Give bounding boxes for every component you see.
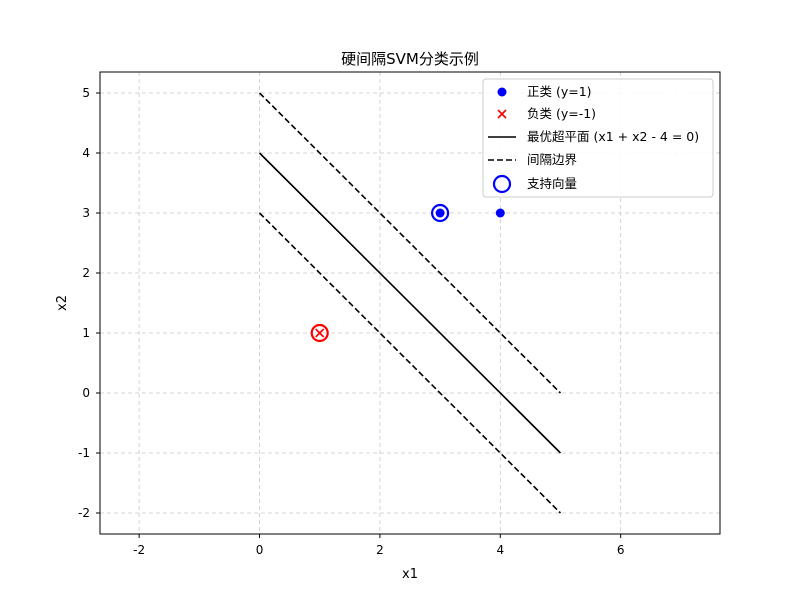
legend-positive-marker [497, 87, 507, 97]
legend: 正类 (y=1) 负类 (y=-1) 最优超平面 (x1 + x2 - 4 = … [482, 78, 714, 198]
support-vector-ring [310, 323, 329, 343]
axis-ticks: -2 0 2 4 6 -2 -1 0 1 2 3 4 5 [78, 86, 624, 557]
chart-title: 硬间隔SVM分类示例 [341, 50, 479, 68]
x-tick-label: 2 [376, 543, 384, 557]
x-tick-label: 4 [496, 543, 504, 557]
margin-line-lower [258, 212, 562, 514]
legend-support-vector-marker [492, 174, 512, 194]
margin-line-upper [258, 92, 562, 394]
support-vector-ring [430, 203, 450, 223]
negative-point [315, 328, 325, 338]
y-tick-label: 3 [82, 206, 90, 220]
x-tick-label: -2 [133, 543, 145, 557]
grid [100, 72, 720, 534]
plot-marks [258, 92, 562, 514]
positive-point [435, 208, 445, 218]
y-tick-label: 1 [82, 326, 90, 340]
x-tick-label: 6 [617, 543, 625, 557]
y-axis-label: x2 [55, 295, 70, 311]
positive-point [495, 208, 505, 218]
legend-margin-label: 间隔边界 [527, 152, 578, 167]
y-tick-label: -2 [78, 506, 90, 520]
y-tick-label: 4 [82, 146, 90, 160]
legend-negative-label: 负类 (y=-1) [527, 106, 596, 121]
legend-frame [482, 78, 714, 198]
legend-hyperplane-label: 最优超平面 (x1 + x2 - 4 = 0) [527, 129, 699, 144]
legend-positive-label: 正类 (y=1) [527, 84, 592, 99]
y-tick-label: 2 [82, 266, 90, 280]
hyperplane-line [258, 152, 562, 454]
x-axis-label: x1 [402, 567, 418, 582]
legend-negative-marker [497, 109, 507, 119]
plot-frame [99, 71, 721, 535]
negative-point-stroke [315, 328, 325, 338]
y-tick-label: -1 [78, 446, 90, 460]
legend-support-vector-label: 支持向量 [527, 176, 577, 191]
y-tick-label: 0 [82, 386, 90, 400]
x-tick-label: 0 [256, 543, 264, 557]
y-tick-label: 5 [82, 86, 90, 100]
